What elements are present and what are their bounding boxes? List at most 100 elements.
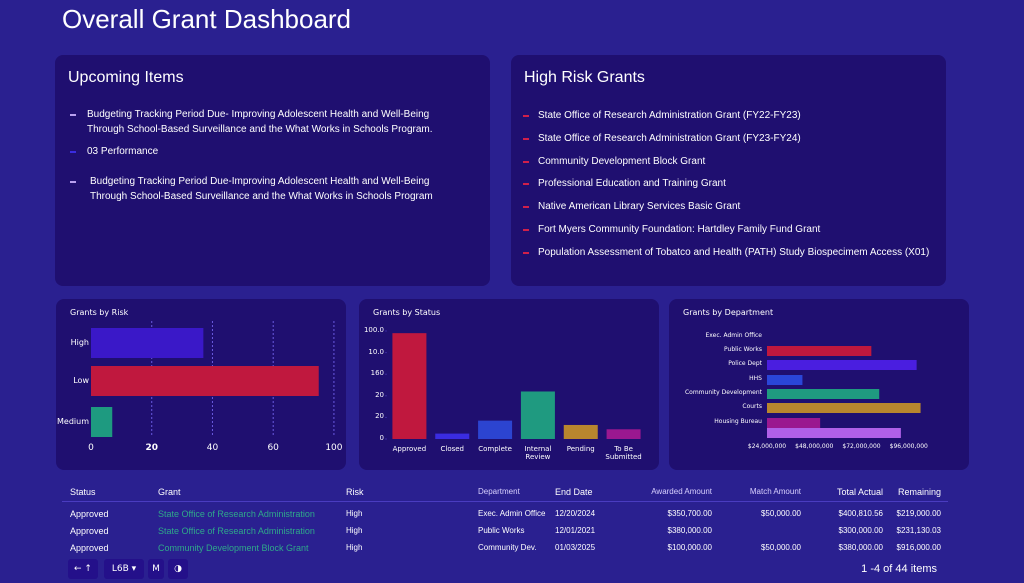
page-size-select[interactable]: L6B ▾	[104, 559, 144, 579]
table-cell: Approved	[70, 526, 109, 536]
category-label: Public Works	[724, 346, 762, 353]
page-size: L6B	[111, 564, 129, 574]
chart-title: Grants by Status	[373, 308, 441, 317]
table-cell: Approved	[70, 509, 109, 519]
table-cell: Exec. Admin Office	[478, 509, 546, 518]
chart	[91, 321, 335, 437]
table-cell: $50,000.00	[760, 543, 801, 552]
bullet	[70, 151, 76, 153]
bullet	[70, 181, 76, 183]
table-cell: $380,000.00	[667, 526, 713, 535]
category-label: Low	[73, 376, 89, 385]
column-header: End Date	[555, 487, 593, 497]
bar	[520, 391, 555, 439]
prev-button[interactable]: ← ↑	[68, 559, 98, 579]
category-label: Exec. Admin Office	[705, 332, 762, 339]
table-cell: 12/01/2021	[555, 526, 596, 535]
table-cell: $231,130.03	[896, 526, 942, 535]
icon-button[interactable]: ◑	[168, 559, 188, 579]
x-tick-label: $96,000,000	[889, 443, 928, 450]
table-divider	[62, 501, 948, 502]
bar	[563, 424, 598, 439]
table-cell: High	[346, 526, 363, 535]
x-tick-label: Closed	[440, 445, 464, 453]
chart-panel: Grants by Risk 0 20 40 60 100 High Low Medium	[56, 299, 346, 470]
x-tick-label: $48,000,000	[795, 443, 834, 450]
bar	[767, 428, 901, 438]
table-cell: $100,000.00	[667, 543, 713, 552]
x-tick-label: To Be Submitted	[605, 445, 642, 461]
table-cell: $300,000.00	[838, 526, 884, 535]
column-header: Status	[70, 487, 96, 497]
chart	[385, 330, 641, 440]
column-header: Grant	[158, 487, 181, 497]
bullet	[523, 229, 529, 231]
x-tick-label: Complete	[478, 445, 512, 453]
upcoming-item: Budgeting Tracking Period Due- Improving…	[87, 109, 433, 135]
bullet	[523, 160, 529, 163]
table-cell: State Office of Research Administration	[158, 526, 315, 536]
table-cell: High	[346, 509, 363, 518]
table-cell: $400,810.56	[838, 509, 884, 518]
table-cell: Public Works	[478, 526, 525, 535]
bullet	[523, 251, 529, 254]
chart-title: Grants by Risk	[70, 308, 129, 317]
bar	[767, 346, 872, 356]
category-label: HHS	[749, 375, 762, 382]
y-tick-label: 100.0	[363, 326, 384, 334]
panel-title: Upcoming Items	[68, 69, 184, 86]
y-tick-label: 0	[379, 434, 384, 442]
y-tick-label: 10.0	[368, 347, 384, 356]
bullet	[523, 137, 529, 140]
bar	[767, 375, 803, 385]
category-label: Housing Bureau	[714, 418, 762, 425]
category-label: Courts	[742, 403, 762, 410]
table-cell: $916,000.00	[896, 543, 942, 552]
bullet	[523, 183, 529, 186]
column-header: Department	[478, 487, 520, 496]
upcoming-panel: Upcoming Items Budgeting Tracking Period…	[55, 55, 490, 286]
column-header: Total Actual	[836, 487, 883, 497]
category-label: Medium	[57, 417, 89, 426]
y-tick-label: 20	[375, 412, 384, 421]
bar	[392, 333, 427, 439]
column-header: Awarded Amount	[651, 487, 712, 496]
m-button[interactable]: M	[148, 559, 164, 579]
high-risk-item: Population Assessment of Tobatco and Hea…	[538, 246, 930, 258]
x-tick-label: 0	[88, 443, 94, 453]
bar	[91, 328, 204, 358]
page-title: Overall Grant Dashboard	[62, 4, 352, 34]
table-cell: Community Dev.	[478, 543, 537, 552]
button-label: M	[152, 564, 160, 574]
bar	[478, 420, 513, 439]
table-cell: Community Development Block Grant	[158, 543, 309, 553]
column-header: Remaining	[897, 487, 941, 497]
category-label: Community Development	[684, 389, 762, 396]
upcoming-item: Budgeting Tracking Period Due-Improving …	[90, 176, 433, 202]
table-cell: 01/03/2025	[555, 543, 596, 552]
bar	[767, 360, 917, 370]
y-tick-label: 160	[370, 369, 384, 378]
x-tick-label: $72,000,000	[842, 443, 881, 450]
table-cell: Approved	[70, 543, 109, 553]
table-cell: $380,000.00	[838, 543, 884, 552]
bar	[91, 407, 113, 437]
chart-panel: Grants by Department $24,000,000 $48,000,0…	[669, 299, 969, 470]
high-risk-item: State Office of Research Administration …	[538, 132, 801, 144]
column-header: Match Amount	[749, 487, 801, 496]
y-tick-label: 20	[375, 390, 384, 399]
x-tick-label: Pending	[566, 445, 595, 453]
bar	[767, 418, 821, 428]
bar	[91, 366, 319, 396]
x-tick-label: $24,000,000	[747, 443, 787, 450]
column-header: Risk	[346, 487, 364, 497]
bar	[606, 429, 641, 439]
high-risk-item: Community Development Block Grant	[538, 155, 706, 167]
category-label: High	[70, 338, 89, 347]
high-risk-item: Professional Education and Training Gran…	[538, 178, 726, 190]
table-cell: State Office of Research Administration	[158, 509, 315, 519]
table-cell: $350,700.00	[667, 509, 713, 518]
high-risk-panel: High Risk Grants State Office of Researc…	[511, 55, 946, 286]
upcoming-item: 03 Performance	[87, 146, 159, 157]
